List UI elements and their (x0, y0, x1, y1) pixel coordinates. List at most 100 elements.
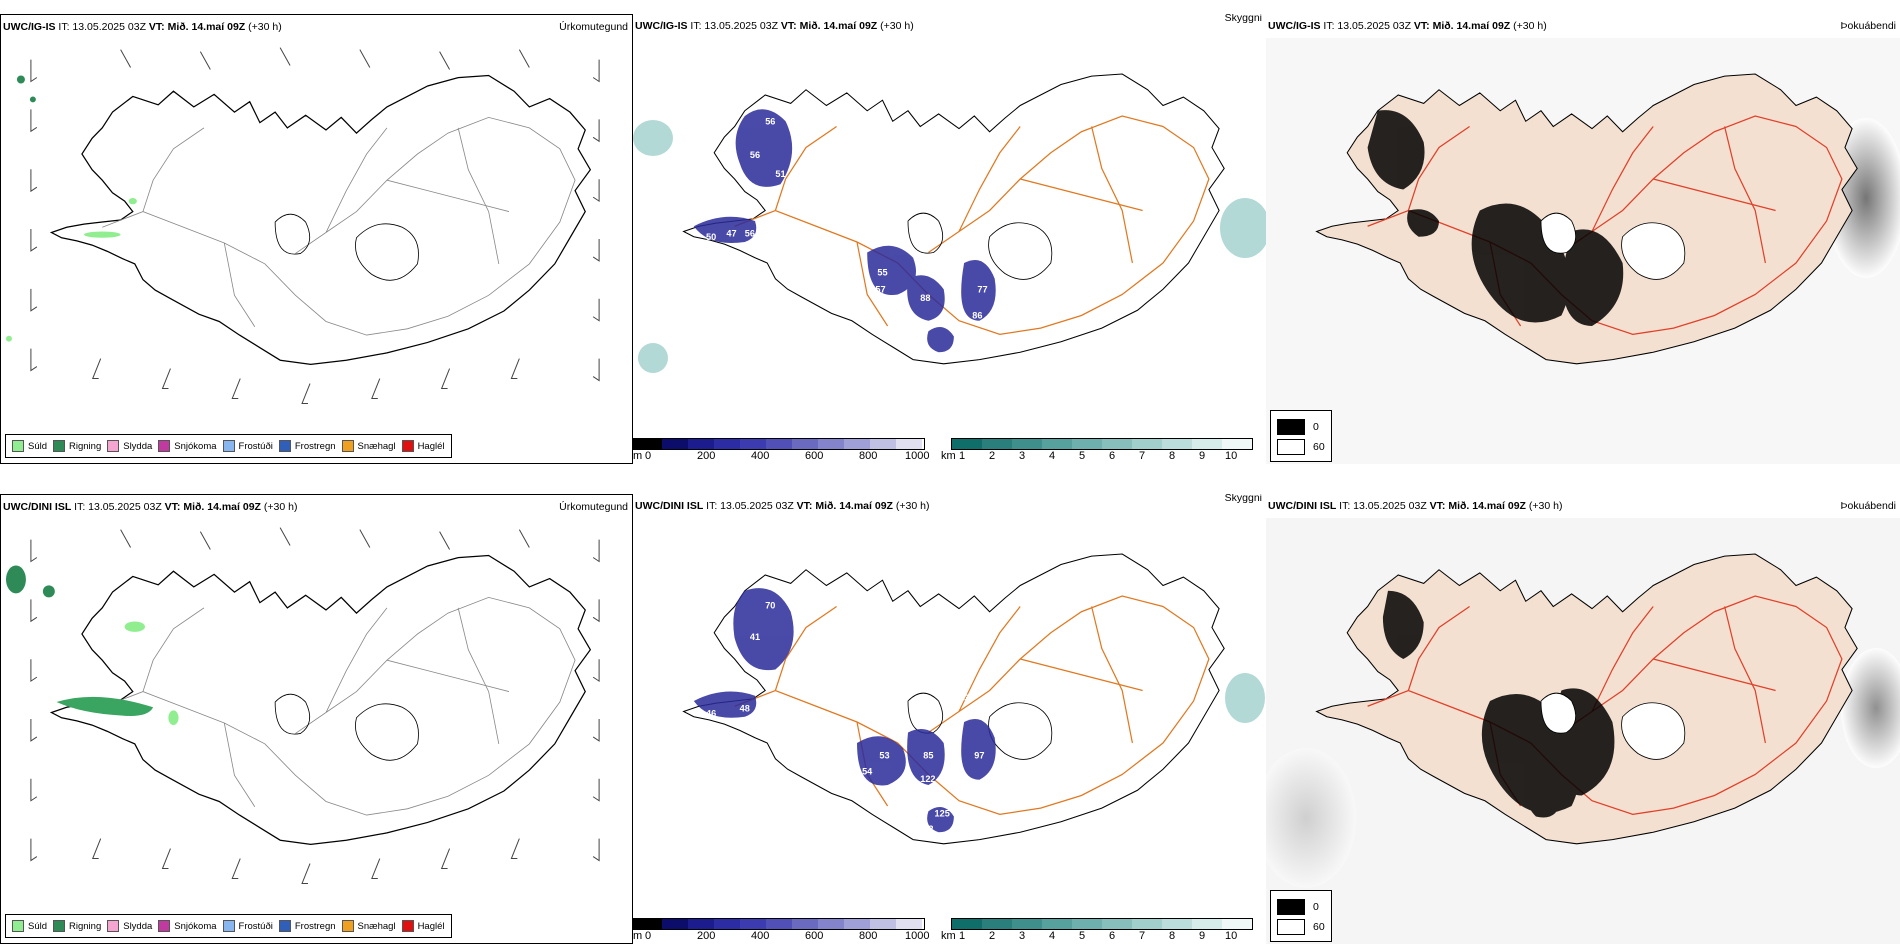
rain-areas (56, 696, 154, 717)
panel-header: UWC/DINI ISL IT: 13.05.2025 03Z VT: Mið.… (1, 495, 632, 519)
legend-item: Rigning (53, 440, 101, 452)
legend-item: Haglél (401, 440, 445, 452)
tick-label: 5 (1079, 450, 1086, 462)
lead-time: (+30 h) (895, 500, 930, 512)
legend-item: Frostregn (278, 920, 336, 932)
cloud-labels: 56 56 51 50 47 56 55 57 78 88 86 77 59 3… (706, 116, 988, 320)
swatch-snaehagl (341, 920, 354, 932)
tick-label: 8 (1169, 930, 1176, 942)
panel-header: UWC/DINI ISL IT: 13.05.2025 03Z VT: Mið.… (633, 494, 1266, 518)
swatch-snjokoma (158, 440, 171, 452)
legend-item: Snjókoma (158, 920, 217, 932)
swatch-frostudi (222, 920, 235, 932)
fog-swatch-0 (1277, 899, 1305, 915)
tick-label: 4 (1049, 930, 1056, 942)
lead-time: (+30 h) (248, 21, 282, 33)
tick-label: 3 (1019, 450, 1026, 462)
swatch-sudd (12, 440, 24, 452)
wind-barbs (30, 47, 600, 404)
fog-label-0: 0 (1313, 421, 1319, 433)
swatch-rigning (53, 440, 66, 452)
cloud-label: 57 (875, 284, 885, 294)
panel-title: Úrkomutegund (559, 501, 628, 513)
legend-item: Frostúði (222, 440, 273, 452)
cloud-label: 70 (765, 600, 775, 610)
unit-label: m (633, 450, 643, 462)
valid-time: VT: Mið. 14.maí 09Z (1429, 500, 1526, 512)
cloud-base-areas (693, 109, 996, 353)
precip-type-panel-bottom: UWC/DINI ISL IT: 13.05.2025 03Z VT: Mið.… (0, 494, 633, 944)
fog-patches (633, 120, 1266, 373)
cloud-label: 53 (879, 751, 889, 761)
swatch-slydda (107, 440, 120, 452)
tick-label: 9 (1199, 930, 1206, 942)
tick-label: 7 (1139, 450, 1146, 462)
tick-label: 1000 (905, 450, 930, 462)
tick-label: 1 (959, 450, 966, 462)
valid-time: VT: Mið. 14.maí 09Z (148, 21, 246, 33)
cloud-label: 122 (918, 824, 933, 834)
cloud-label: 85 (923, 751, 933, 761)
panel-title: Úrkomutegund (559, 21, 628, 33)
model-name: UWC/DINI ISL (3, 501, 72, 513)
legend-item: Snjókoma (158, 440, 217, 452)
cloud-label: 105 (944, 728, 959, 738)
cloud-base-colorbar: m 0 200 400 600 800 1000 (633, 918, 933, 944)
tick-label: 8 (1169, 450, 1176, 462)
cloud-label: 56 (765, 116, 775, 126)
tick-label: 400 (751, 450, 770, 462)
cloud-label: 86 (972, 311, 982, 321)
model-name: UWC/DINI ISL (1268, 500, 1337, 512)
tick-label: 200 (697, 450, 716, 462)
legend-item: Snæhagl (341, 440, 396, 452)
tick-label: 1 (959, 930, 966, 942)
panel-header: UWC/DINI ISL IT: 13.05.2025 03Z VT: Mið.… (1266, 494, 1900, 518)
precip-map (5, 527, 600, 884)
swatch-frostregn (278, 920, 291, 932)
legend-item: Frostregn (278, 440, 336, 452)
panel-title: Skyggni (1224, 494, 1262, 504)
tick-label: 6 (1109, 450, 1116, 462)
cloud-label: 59 (832, 297, 842, 307)
panel-header: UWC/IG-IS IT: 13.05.2025 03Z VT: Mið. 14… (633, 14, 1266, 38)
lead-time: (+30 h) (880, 20, 914, 32)
fog-map (1266, 38, 1900, 464)
tick-label: 4 (1049, 450, 1056, 462)
tick-label: 1000 (905, 930, 930, 942)
precip-type-panel-top: UWC/IG-IS IT: 13.05.2025 03Z VT: Mið. 14… (0, 14, 633, 464)
panel-title: Þokuábendi (1840, 500, 1896, 512)
model-name: UWC/IG-IS (3, 21, 56, 33)
cloud-label: 54 (862, 766, 873, 776)
fog-legend: 0 60 (1270, 410, 1332, 462)
tick-label: 400 (751, 930, 770, 942)
fog-swatch-0 (1277, 419, 1305, 435)
tick-label: 600 (805, 450, 824, 462)
tick-label: 600 (805, 930, 824, 942)
fog-legend: 0 60 (1270, 890, 1332, 942)
fog-swatch-60 (1277, 439, 1305, 455)
lead-time: (+30 h) (263, 501, 298, 513)
model-name: UWC/IG-IS (635, 20, 688, 32)
cloud-label: 50 (706, 232, 716, 242)
precip-map (5, 47, 600, 404)
model-name: UWC/DINI ISL (635, 500, 704, 512)
cloud-label: 46 (706, 709, 716, 719)
cloud-label: 36 (799, 255, 809, 265)
cloud-label: 97 (974, 751, 984, 761)
fog-panel-top: UWC/IG-IS IT: 13.05.2025 03Z VT: Mið. 14… (1266, 14, 1900, 464)
legend-item: Súld (12, 440, 47, 452)
init-time: IT: 13.05.2025 03Z (1339, 500, 1427, 512)
panel-title: Skyggni (1224, 14, 1262, 24)
drizzle-areas (124, 621, 179, 726)
visibility-map: 69 70 41 46 48 53 54 85 122 97 105 122 1… (683, 553, 1265, 845)
cloud-label: 78 (920, 241, 930, 251)
tick-label: 5 (1079, 930, 1086, 942)
cloud-base-areas (693, 588, 996, 833)
fog-label-0: 0 (1313, 901, 1319, 913)
tick-label: 200 (697, 930, 716, 942)
swatch-rigning (53, 920, 66, 932)
visibility-map: 56 56 51 50 47 56 55 57 78 88 86 77 59 3… (633, 73, 1266, 373)
swatch-sudd (12, 920, 24, 932)
valid-time: VT: Mið. 14.maí 09Z (164, 501, 261, 513)
init-time: IT: 13.05.2025 03Z (1323, 20, 1411, 32)
